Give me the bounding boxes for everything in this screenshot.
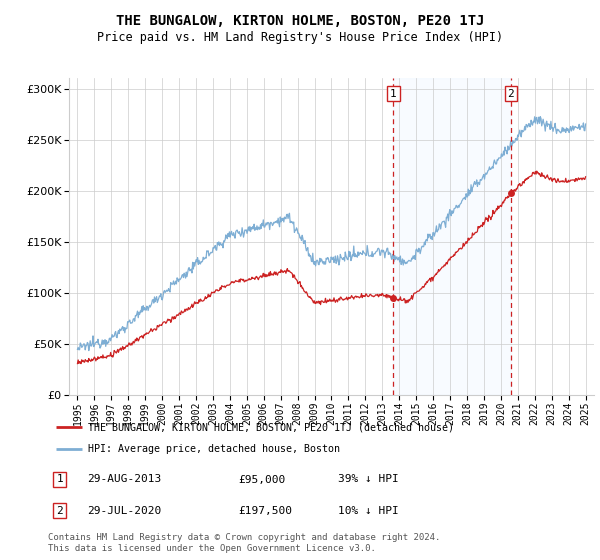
Text: 1: 1 xyxy=(390,88,397,99)
Text: 39% ↓ HPI: 39% ↓ HPI xyxy=(338,474,399,484)
Text: 10% ↓ HPI: 10% ↓ HPI xyxy=(338,506,399,516)
Text: HPI: Average price, detached house, Boston: HPI: Average price, detached house, Bost… xyxy=(88,444,340,454)
Text: £197,500: £197,500 xyxy=(238,506,292,516)
Text: Price paid vs. HM Land Registry's House Price Index (HPI): Price paid vs. HM Land Registry's House … xyxy=(97,31,503,44)
Text: 1: 1 xyxy=(56,474,63,484)
Text: THE BUNGALOW, KIRTON HOLME, BOSTON, PE20 1TJ (detached house): THE BUNGALOW, KIRTON HOLME, BOSTON, PE20… xyxy=(88,422,454,432)
Text: 2: 2 xyxy=(56,506,63,516)
Text: £95,000: £95,000 xyxy=(238,474,286,484)
Text: THE BUNGALOW, KIRTON HOLME, BOSTON, PE20 1TJ: THE BUNGALOW, KIRTON HOLME, BOSTON, PE20… xyxy=(116,14,484,28)
Text: Contains HM Land Registry data © Crown copyright and database right 2024.
This d: Contains HM Land Registry data © Crown c… xyxy=(48,533,440,553)
Text: 29-JUL-2020: 29-JUL-2020 xyxy=(88,506,162,516)
Text: 2: 2 xyxy=(508,88,514,99)
Text: 29-AUG-2013: 29-AUG-2013 xyxy=(88,474,162,484)
Bar xyxy=(394,78,511,395)
